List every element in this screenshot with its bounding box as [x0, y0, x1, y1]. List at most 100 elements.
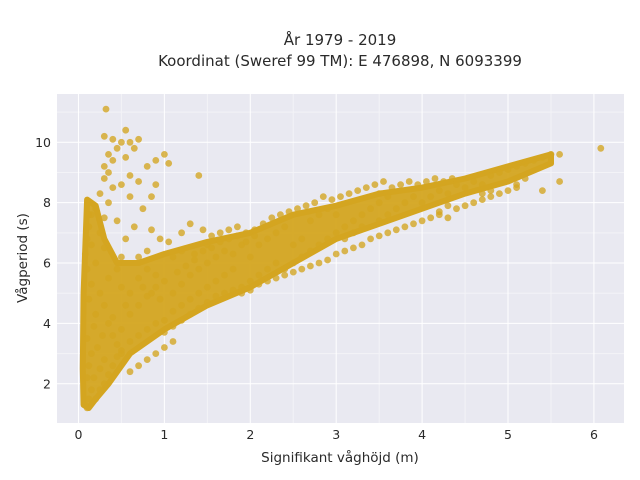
data-point [289, 268, 297, 276]
data-point [307, 247, 314, 255]
data-point [113, 217, 121, 225]
data-point [173, 268, 181, 276]
data-point [169, 253, 177, 261]
data-point [324, 235, 331, 243]
data-point [195, 304, 203, 312]
x-tick-label: 2 [246, 427, 254, 442]
data-point [143, 326, 151, 333]
data-point [113, 265, 121, 273]
data-point [135, 253, 143, 261]
data-point [148, 226, 155, 234]
data-point [156, 235, 164, 243]
data-point [229, 250, 237, 258]
data-point [186, 310, 194, 318]
data-point [332, 250, 340, 258]
data-point [152, 271, 160, 279]
data-point [148, 289, 155, 297]
data-point [556, 178, 563, 185]
data-point [105, 371, 112, 379]
data-point [255, 280, 263, 288]
data-point [539, 154, 546, 161]
data-point [298, 265, 306, 273]
data-point [169, 307, 177, 315]
data-point [92, 395, 100, 403]
data-point [358, 223, 366, 231]
data-point [384, 193, 392, 201]
data-point [165, 238, 173, 246]
x-axis-ticks: 0 1 2 3 4 5 6 [75, 427, 598, 442]
y-axis-title: Vågperiod (s) [14, 213, 31, 303]
data-point [208, 244, 216, 252]
data-point [135, 178, 143, 185]
y-tick-label: 6 [43, 256, 51, 271]
data-point [100, 214, 108, 222]
data-point [238, 289, 246, 297]
data-point [375, 199, 383, 207]
data-point [100, 132, 108, 140]
data-point [178, 317, 186, 324]
data-point [85, 295, 93, 303]
data-point [221, 289, 228, 297]
data-point [341, 223, 349, 231]
data-point [289, 259, 297, 267]
data-point [547, 151, 555, 158]
data-point [96, 386, 104, 394]
data-point [302, 202, 310, 210]
data-point [118, 181, 125, 189]
data-point [289, 241, 297, 249]
data-point [83, 235, 91, 243]
data-point [556, 151, 563, 158]
data-point [216, 238, 224, 246]
data-point [195, 289, 203, 297]
data-point [388, 184, 396, 192]
x-tick-label: 0 [75, 427, 83, 442]
x-tick-label: 1 [160, 427, 168, 442]
data-point [461, 184, 469, 192]
data-point [307, 262, 314, 270]
data-point [264, 235, 271, 243]
data-point [109, 332, 117, 339]
data-point [341, 247, 349, 255]
data-point [414, 181, 422, 189]
data-point [130, 144, 138, 152]
data-point [315, 259, 323, 267]
data-point [487, 187, 495, 195]
data-point [85, 199, 93, 207]
data-point [135, 135, 143, 143]
data-point [298, 253, 306, 261]
data-point [272, 274, 280, 282]
data-point [88, 386, 95, 394]
data-point [148, 193, 155, 201]
data-point [83, 335, 91, 342]
data-point [513, 163, 520, 170]
data-point [186, 271, 194, 279]
data-point [161, 151, 168, 158]
data-point [143, 356, 151, 363]
data-point [332, 229, 340, 237]
data-point [272, 259, 280, 267]
data-point [152, 350, 160, 357]
data-point [597, 144, 605, 152]
data-point [105, 169, 112, 176]
data-point [521, 160, 529, 167]
data-point [130, 223, 138, 231]
data-point [478, 196, 486, 204]
data-point [169, 338, 177, 345]
data-point [246, 277, 254, 285]
data-point [281, 271, 289, 279]
data-point [328, 196, 336, 204]
data-point [178, 280, 186, 288]
data-point [358, 211, 366, 219]
data-point [478, 181, 486, 189]
data-point [96, 365, 104, 373]
data-point [165, 160, 173, 167]
data-point [229, 286, 237, 294]
data-point [350, 229, 357, 237]
data-point [444, 214, 452, 222]
data-point [100, 301, 108, 309]
chart-title: År 1979 - 2019 [284, 30, 397, 49]
data-point [221, 271, 228, 279]
data-point [118, 350, 125, 357]
